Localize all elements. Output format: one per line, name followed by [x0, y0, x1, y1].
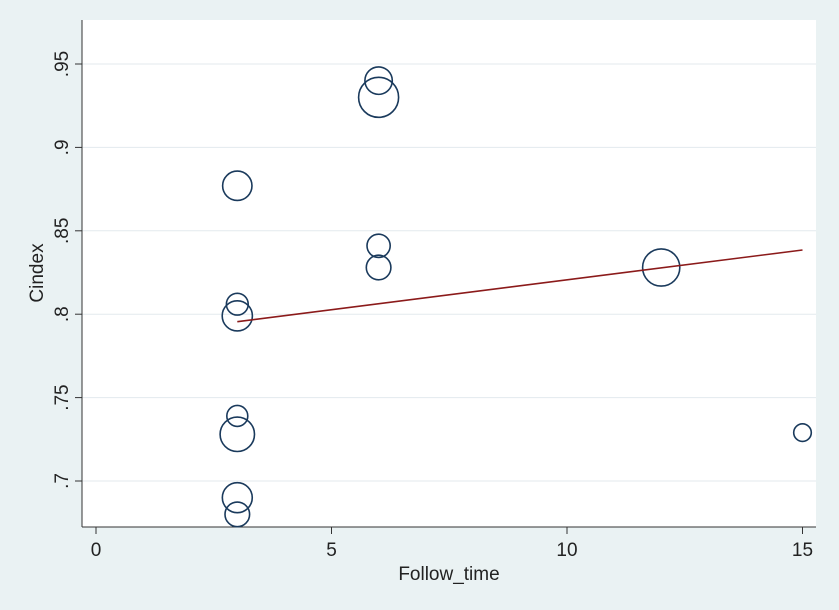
data-point-10 — [792, 423, 813, 443]
y-tick-label-1: .75 — [52, 384, 73, 410]
y-tick-label-2: .8 — [52, 306, 73, 322]
grid-lines — [82, 63, 816, 482]
data-point-5 — [641, 248, 681, 287]
data-point-6 — [225, 292, 250, 316]
data-points — [219, 66, 813, 528]
data-point-12 — [224, 501, 251, 528]
y-tick-label-0: .7 — [52, 473, 73, 489]
fit-line — [237, 249, 803, 323]
data-point-1 — [357, 76, 400, 119]
data-point-7 — [221, 299, 254, 332]
y-tick-label-4: .9 — [52, 139, 73, 155]
x-tick-label-2: 10 — [556, 540, 577, 561]
x-tick-label-0: 0 — [91, 540, 102, 561]
x-tick-label-3: 15 — [792, 540, 813, 561]
data-point-11 — [221, 481, 254, 514]
data-point-8 — [226, 404, 249, 428]
y-axis-ticks: .7 .75 .8 .85 .9 .95 — [52, 51, 82, 489]
data-point-2 — [221, 170, 253, 202]
y-axis-title: Cindex — [27, 243, 48, 303]
x-tick-label-1: 5 — [326, 540, 337, 561]
y-tick-label-3: .85 — [52, 218, 73, 244]
plot-area — [82, 20, 816, 527]
x-axis-ticks: 0 5 10 15 — [91, 527, 813, 561]
data-point-3 — [366, 233, 392, 259]
data-point-0 — [364, 66, 394, 96]
x-axis-title: Follow_time — [398, 564, 499, 585]
fit-line-group — [237, 249, 803, 323]
data-point-9 — [219, 416, 256, 453]
axes — [81, 20, 816, 528]
data-point-4 — [365, 254, 392, 281]
y-tick-label-5: .95 — [52, 51, 73, 77]
